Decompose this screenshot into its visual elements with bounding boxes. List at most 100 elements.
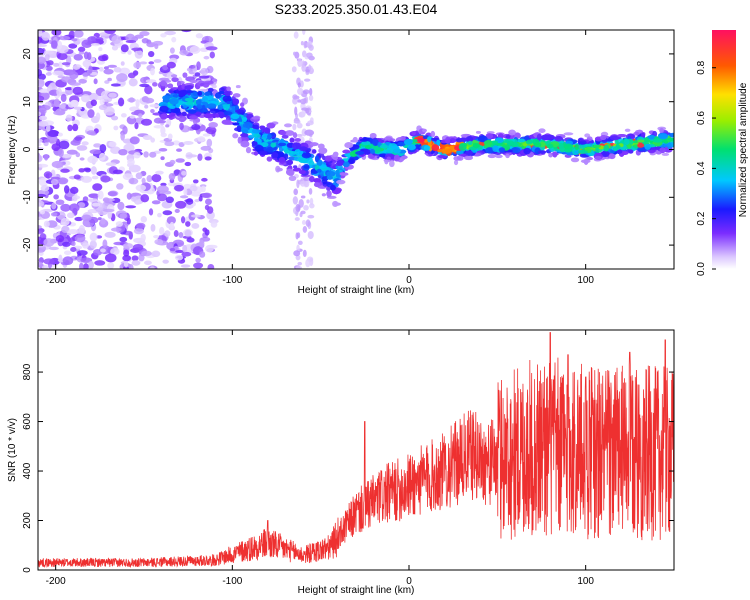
spectrogram-blob [203, 113, 214, 119]
spectrogram-blob [39, 209, 45, 215]
spectrogram-blob [51, 202, 57, 210]
spectrogram-blob [181, 170, 187, 176]
spectrogram-blob [150, 109, 155, 114]
spectrogram-blob [104, 80, 110, 84]
spectrogram-blob [321, 193, 326, 197]
spectrogram-blob [82, 242, 89, 249]
spectrogram-blob [38, 73, 47, 81]
spectrogram-blob [44, 154, 49, 161]
spectrogram-blob [305, 258, 311, 268]
spectrogram-blob [123, 249, 130, 257]
spectrogram-blob [538, 128, 546, 133]
spectrogram-blob [437, 154, 448, 159]
spectrogram-blob [400, 136, 406, 141]
spectrogram-blob [574, 143, 579, 151]
spectrogram-blob [554, 135, 563, 142]
spectrogram-blob [56, 87, 62, 97]
spectrogram-blob [116, 183, 124, 190]
spectrogram-blob [158, 147, 168, 152]
spectrogram-blob [436, 139, 441, 146]
spectrogram-blob [111, 35, 122, 45]
spectrogram-blob [297, 240, 303, 246]
spectrogram-blob [98, 47, 103, 52]
spectrogram-blob [284, 130, 295, 137]
x-tick-label: -100 [222, 275, 242, 286]
figure-title: S233.2025.350.01.43.E04 [275, 1, 438, 17]
spectrogram-blob [563, 143, 573, 150]
spectrogram-blob [289, 137, 295, 143]
spectrogram-blob [89, 240, 97, 249]
spectrogram-blob [563, 132, 574, 136]
spectrogram-blob [103, 68, 114, 75]
spectrogram-blob [467, 140, 473, 146]
spectrogram-blob [669, 132, 674, 138]
spectrogram-blob [38, 163, 49, 168]
spectrogram-blob [110, 146, 121, 155]
spectrogram-blob [423, 145, 431, 151]
spectrogram-blob [174, 255, 184, 261]
colorbar-tick-label: 0.4 [696, 161, 707, 175]
spectrogram-blob [189, 185, 198, 192]
spectrogram-blob [53, 194, 59, 200]
spectrogram-blob [204, 198, 212, 205]
spectrogram-blob [166, 216, 176, 225]
spectrogram-blob [166, 72, 176, 80]
spectrogram-blob [125, 40, 137, 44]
spectrogram-blob [78, 225, 85, 234]
spectrogram-blob [185, 198, 194, 205]
spectrogram-blob [201, 192, 213, 199]
spectrogram-blob [292, 94, 298, 100]
spectrogram-blob [38, 153, 41, 162]
spectrogram-blob [153, 59, 162, 63]
spectrogram-blob [112, 169, 123, 175]
spectrogram-blob [77, 46, 86, 53]
spectrogram-blob [137, 113, 143, 118]
spectrogram-blob [127, 72, 136, 79]
spectrogram-blob [56, 177, 69, 185]
spectrogram-blob [404, 139, 412, 146]
spectrogram-blob [293, 188, 299, 196]
spectrogram-blob [69, 186, 79, 194]
spectrogram-blob [92, 183, 103, 191]
spectrogram-blob [324, 155, 332, 162]
spectrogram-blob [104, 253, 117, 263]
y-tick-label: 200 [22, 512, 33, 529]
spectrogram-blob [133, 227, 144, 235]
spectrogram-blob [301, 50, 307, 58]
spectrogram-blob [281, 134, 289, 139]
spectrogram-blob [184, 161, 192, 167]
spectrogram-blob [523, 147, 531, 155]
spectrogram-blob [148, 61, 155, 65]
spectrogram-blob [50, 176, 61, 180]
spectrogram-blob [60, 168, 70, 173]
spectrogram-blob [57, 132, 63, 137]
spectrogram-blob [189, 46, 201, 54]
spectrogram-blob [98, 152, 106, 161]
spectrogram-blob [116, 73, 128, 83]
spectrogram-blob [288, 175, 297, 181]
spectrogram-blob [661, 152, 670, 156]
spectrogram-blob [149, 266, 155, 269]
spectrogram-blob [94, 260, 106, 266]
spectrogram-blob [453, 159, 459, 166]
spectrogram-blob [71, 241, 76, 247]
spectrogram-blob [84, 168, 92, 173]
snr-frame [37, 329, 675, 571]
spectrogram-blob [38, 177, 49, 187]
spectrogram-blob [294, 106, 298, 116]
spectrogram-blob [344, 142, 354, 149]
spectrogram-blob [139, 31, 150, 37]
spectrogram-blob [218, 87, 225, 93]
spectrogram-blob [169, 97, 179, 105]
spectrogram-blob [140, 118, 153, 126]
spectrogram-blob [300, 41, 304, 46]
spectrogram-blob [308, 94, 314, 102]
spectrogram-blob [149, 104, 160, 108]
spectrogram-blob [416, 137, 425, 143]
spectrogram-blob [78, 51, 85, 55]
spectrogram-blob [211, 78, 218, 82]
spectrogram-blob [314, 155, 319, 163]
spectrogram-blob [70, 99, 79, 107]
spectrogram-blob [167, 83, 174, 89]
spectrogram-blob [184, 97, 194, 102]
